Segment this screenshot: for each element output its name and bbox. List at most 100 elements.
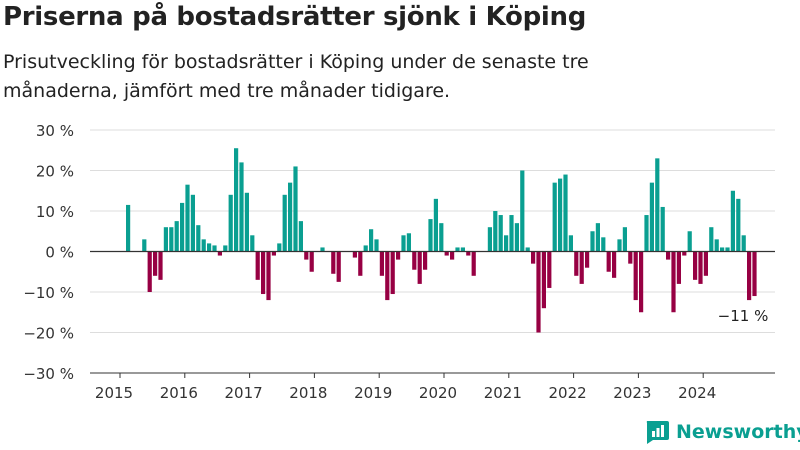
chart-title: Priserna på bostadsrätter sjönk i Köping [3, 2, 587, 32]
bar [250, 235, 255, 252]
bar [547, 251, 552, 288]
bar [720, 247, 725, 252]
bar [460, 247, 465, 252]
bar [352, 251, 357, 258]
bar [531, 251, 536, 264]
bar [655, 158, 660, 252]
bar [277, 243, 282, 252]
bar [736, 198, 741, 252]
bar [493, 211, 498, 252]
x-tick-label: 2017 [225, 384, 263, 402]
bar [509, 215, 514, 252]
bar [207, 243, 212, 252]
bar [504, 235, 509, 252]
bar [563, 174, 568, 252]
bar [158, 251, 163, 280]
bar [196, 225, 201, 252]
bar [752, 251, 757, 297]
bar [612, 251, 617, 278]
bar [649, 182, 654, 252]
bar [590, 231, 595, 252]
bar [671, 251, 676, 313]
bar [471, 251, 476, 276]
bar [682, 251, 687, 256]
bar [201, 239, 206, 252]
y-tick-label: 30 % [36, 122, 74, 140]
bar [633, 251, 638, 301]
bar [396, 251, 401, 260]
bar [428, 219, 433, 252]
bar [385, 251, 390, 301]
y-tick-label: −30 % [23, 365, 74, 383]
bar [698, 251, 703, 284]
bar [363, 245, 368, 252]
newsworthy-logo: Newsworthy [644, 419, 800, 445]
x-tick-label: 2022 [549, 384, 587, 402]
x-tick-label: 2018 [289, 384, 327, 402]
annotations: −11 % [718, 307, 769, 325]
bar [687, 231, 692, 252]
bar [676, 251, 681, 284]
bar [558, 178, 563, 252]
bar [153, 251, 158, 276]
newsworthy-logo-icon [646, 421, 669, 444]
bar [487, 227, 492, 252]
bar [288, 182, 293, 252]
y-tick-label: −20 % [23, 325, 74, 343]
bar [244, 192, 249, 252]
bar [212, 245, 217, 252]
bar [190, 194, 195, 252]
x-tick-label: 2021 [484, 384, 522, 402]
x-tick-label: 2015 [95, 384, 133, 402]
bar [568, 235, 573, 252]
bar [309, 251, 314, 272]
bar [180, 202, 185, 252]
bar [185, 184, 190, 252]
bar [439, 223, 444, 252]
bar [747, 251, 752, 301]
bar [331, 251, 336, 274]
y-tick-label: 0 % [45, 244, 74, 262]
y-tick-label: 10 % [36, 203, 74, 221]
bar [379, 251, 384, 276]
bar [741, 235, 746, 252]
bar [514, 223, 519, 252]
y-tick-label: 20 % [36, 163, 74, 181]
last-value-label: −11 % [718, 307, 769, 325]
bar [574, 251, 579, 276]
x-tick-label: 2024 [678, 384, 716, 402]
bar [169, 227, 174, 252]
bar [406, 233, 411, 252]
bar [520, 170, 525, 252]
bar [298, 221, 303, 252]
bar [223, 245, 228, 252]
brand-name: Newsworthy [676, 421, 800, 443]
x-tick-label: 2020 [419, 384, 457, 402]
axes [90, 250, 775, 374]
bar [730, 190, 735, 252]
bar [714, 239, 719, 252]
bar [423, 251, 428, 270]
bar [639, 251, 644, 313]
bar [525, 247, 530, 252]
bar [228, 194, 233, 252]
bar [644, 215, 649, 252]
bar [320, 247, 325, 252]
bar [293, 166, 298, 252]
bar [703, 251, 708, 276]
x-tick-label: 2019 [354, 384, 392, 402]
x-tick-label: 2023 [613, 384, 651, 402]
bar [433, 198, 438, 252]
bar [601, 237, 606, 252]
bar [693, 251, 698, 280]
bar [444, 251, 449, 256]
bar [450, 251, 455, 260]
bar [417, 251, 422, 284]
bar [552, 182, 557, 252]
bar [466, 251, 471, 256]
bar [709, 227, 714, 252]
bar [622, 227, 627, 252]
bar [606, 251, 611, 272]
bar [271, 251, 276, 256]
bar [541, 251, 546, 309]
